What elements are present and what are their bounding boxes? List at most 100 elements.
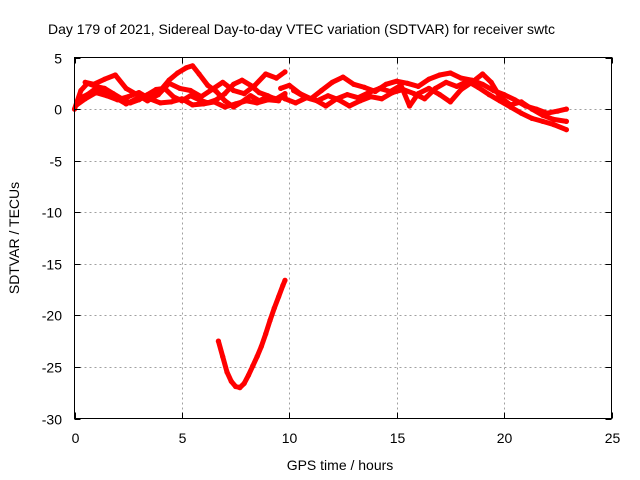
data-point [387,88,393,95]
data-point [222,104,228,110]
data-point [437,92,443,98]
data-point [383,81,389,87]
y-tick-label: 0 [54,102,62,118]
data-point [93,90,99,96]
y-tick-label: 5 [54,51,62,67]
data-point [426,85,432,91]
series-track-7 [291,71,570,124]
data-point [198,94,204,100]
data-point [190,102,196,108]
grid [74,57,612,419]
data-point [241,380,247,386]
x-tick-label: 15 [390,430,406,446]
data-point [475,84,481,90]
data-point [340,74,346,80]
data-point [312,97,318,103]
data-point [215,338,221,344]
data-point [563,118,570,124]
x-tick-label: 10 [282,430,298,446]
data-point [243,98,249,104]
data-point [469,79,475,85]
data-point [480,71,486,77]
data-point [394,78,400,84]
data-point [443,79,449,85]
data-point [404,80,410,86]
data-point [82,79,88,85]
data-point [540,118,546,124]
data-point [415,83,421,89]
data-point [488,79,494,85]
y-axis-label: SDTVAR / TECUs [6,182,22,294]
x-tick-label: 0 [72,430,80,446]
data-point [458,86,464,93]
data-point [407,103,413,109]
y-tick-label: -20 [42,308,62,324]
data-point [112,72,118,78]
data-point [248,93,254,99]
data-point [263,71,269,77]
data-point [529,115,535,121]
data-point [252,82,258,88]
data-point [507,102,514,108]
data-point [518,110,524,116]
data-point [286,82,292,88]
data-point [187,87,194,94]
data-point [228,378,234,384]
y-tick-label: -15 [42,257,62,273]
y-tick-label: -25 [42,360,62,376]
data-point [351,81,357,87]
data-point [258,343,264,349]
series-track-3 [82,69,288,104]
data-point [437,72,443,78]
series-track-8 [215,277,288,391]
data-point [155,92,161,98]
data-point [239,77,245,83]
data-point [529,106,535,112]
data-point [114,97,121,103]
data-point [147,96,153,102]
data-point [398,82,404,88]
x-tick-label: 25 [605,430,621,446]
data-point [329,79,335,85]
ticks: 0 5 10 15 20 25 5 0 -5 -10 -15 -20 -25 -30 [42,51,621,447]
data-point [293,100,299,106]
data-point [102,76,108,82]
data-point [166,80,172,86]
data-point [426,76,432,82]
data-point [355,95,361,101]
y-tick-label: -30 [42,412,62,428]
data-point [74,102,80,108]
data-point [486,92,492,98]
data-point [254,100,260,106]
data-point [282,91,288,97]
data-point [205,82,211,88]
data-point [271,305,277,311]
data-point [245,372,252,378]
data-point [346,103,352,109]
data-point [334,96,340,102]
data-point [93,85,99,91]
data-point [301,94,307,100]
data-point [183,65,189,71]
plot-frame [74,57,612,419]
data-point [265,97,271,103]
data-point [254,354,260,360]
data-point [368,94,374,100]
data-point [237,385,243,391]
data-point [104,93,110,99]
data-point [179,96,185,102]
data-point [422,96,428,102]
data-point [263,331,269,337]
y-tick-label: -10 [42,205,62,221]
x-tick-label: 20 [497,430,513,446]
data-point [177,85,183,91]
data-point [282,277,288,283]
data-point [282,96,288,102]
data-point [170,94,176,100]
data-point [233,101,239,107]
data-point [563,106,570,112]
data-point [361,84,368,90]
data-point [123,85,129,91]
data-point [230,87,237,94]
